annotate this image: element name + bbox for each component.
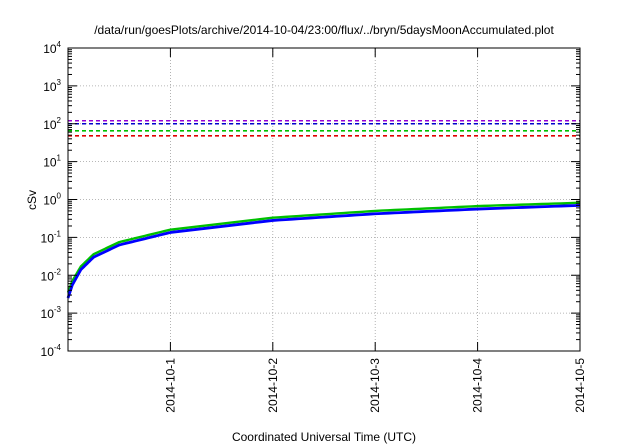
y-tick-exponent: -1 bbox=[54, 229, 62, 238]
y-axis-label: cSv bbox=[25, 190, 39, 210]
y-tick-exponent: 1 bbox=[57, 154, 62, 163]
x-axis-label: Coordinated Universal Time (UTC) bbox=[232, 430, 416, 444]
y-tick-label: 100 bbox=[43, 192, 61, 208]
y-tick-base: 10 bbox=[43, 156, 57, 170]
y-tick-exponent: 0 bbox=[57, 192, 62, 201]
x-tick-label: 2014-10-2 bbox=[266, 358, 280, 413]
y-tick-base: 10 bbox=[41, 231, 55, 245]
chart-title: /data/run/goesPlots/archive/2014-10-04/2… bbox=[94, 23, 554, 37]
y-tick-label: 103 bbox=[43, 78, 61, 94]
y-tick-label: 102 bbox=[43, 116, 61, 132]
y-tick-base: 10 bbox=[43, 118, 57, 132]
x-tick-labels: 2014-10-1 2014-10-2 2014-10-3 2014-10-4 2014… bbox=[163, 358, 587, 413]
y-tick-base: 10 bbox=[41, 345, 55, 359]
y-tick-label: 10-2 bbox=[41, 267, 62, 283]
y-tick-exponent: -4 bbox=[54, 343, 62, 352]
x-tick-label: 2014-10-4 bbox=[471, 358, 485, 413]
y-tick-label: 10-1 bbox=[41, 229, 62, 245]
axis-ticks bbox=[68, 47, 581, 352]
threshold-lines bbox=[68, 119, 580, 137]
y-tick-label: 101 bbox=[43, 154, 61, 170]
y-tick-label: 10-3 bbox=[41, 305, 62, 321]
y-tick-exponent: -3 bbox=[54, 305, 62, 314]
series-line bbox=[66, 203, 581, 299]
y-tick-label: 10-4 bbox=[41, 343, 62, 359]
x-tick-label: 2014-10-3 bbox=[368, 358, 382, 413]
y-tick-exponent: -2 bbox=[54, 267, 62, 276]
series-lines bbox=[66, 201, 581, 299]
y-tick-exponent: 4 bbox=[57, 40, 62, 49]
x-tick-label: 2014-10-5 bbox=[573, 358, 587, 413]
y-tick-label: 104 bbox=[43, 40, 61, 56]
y-tick-base: 10 bbox=[43, 42, 57, 56]
y-tick-base: 10 bbox=[41, 307, 55, 321]
y-tick-base: 10 bbox=[43, 194, 57, 208]
series-line bbox=[66, 201, 581, 294]
x-tick-label: 2014-10-1 bbox=[163, 358, 177, 413]
grid bbox=[68, 47, 581, 352]
y-tick-base: 10 bbox=[41, 269, 55, 283]
y-tick-exponent: 2 bbox=[57, 116, 62, 125]
y-tick-exponent: 3 bbox=[57, 78, 62, 87]
y-tick-base: 10 bbox=[43, 80, 57, 94]
